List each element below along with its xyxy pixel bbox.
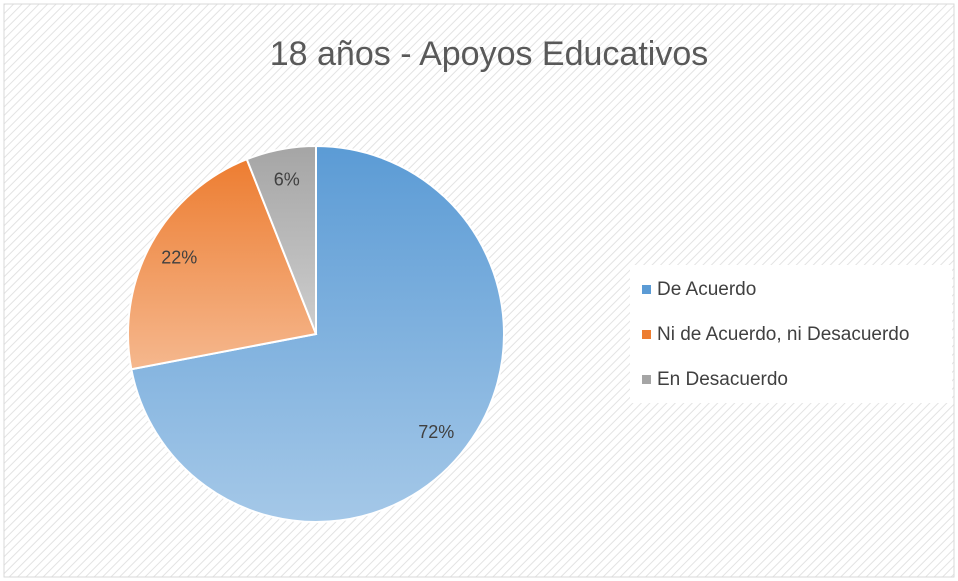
legend-label: En Desacuerdo bbox=[657, 369, 788, 390]
legend-swatch bbox=[642, 375, 651, 384]
pie-slice bbox=[130, 144, 505, 523]
pie-slice bbox=[127, 157, 318, 371]
pie-slice bbox=[245, 144, 317, 335]
legend-label: Ni de Acuerdo, ni Desacuerdo bbox=[657, 324, 909, 345]
chart-title: 18 años - Apoyos Educativos bbox=[270, 35, 709, 73]
legend-background bbox=[630, 265, 952, 403]
legend-swatch bbox=[642, 285, 651, 294]
data-label: 6% bbox=[274, 169, 300, 189]
data-label: 22% bbox=[161, 248, 197, 268]
legend-swatch bbox=[642, 330, 651, 339]
data-label: 72% bbox=[418, 422, 454, 442]
legend-label: De Acuerdo bbox=[657, 279, 756, 300]
